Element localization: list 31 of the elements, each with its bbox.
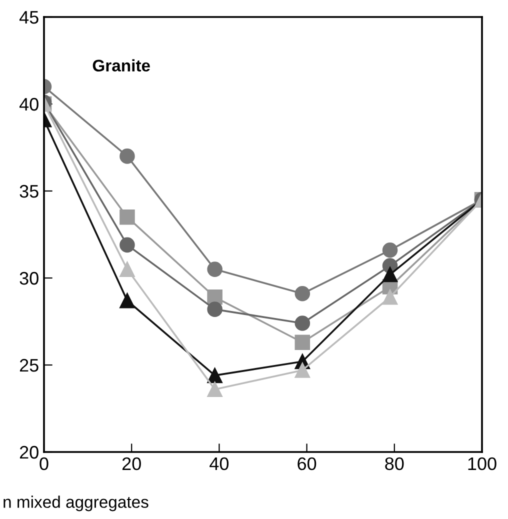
y-tick-label: 40 [19,98,38,111]
point [207,290,222,305]
x-tick-label: 40 [210,457,229,470]
point [382,242,398,258]
y-tick-label: 35 [20,184,38,198]
point [294,286,310,302]
point [120,237,135,253]
x-tick-label: 80 [385,457,404,470]
point [207,382,222,397]
x-tick-label: 100 [468,457,496,470]
point [294,316,310,331]
point [294,334,310,350]
x-tick-label: 0 [40,457,48,470]
point [120,262,135,277]
y-tick-label: 20 [20,446,38,459]
annotation: Granite [92,59,150,72]
point [120,209,135,225]
point [382,290,398,305]
x-axis-title: n mixed aggregates [4,496,148,512]
y-tick-label: 30 [20,272,38,285]
x-tick-label: 60 [298,457,316,470]
point [207,262,222,277]
point [382,266,398,282]
y-tick-label: 25 [20,358,38,372]
point [207,368,222,384]
point [207,302,222,317]
point [120,148,135,164]
point [120,292,135,308]
y-tick-label: 45 [19,11,38,24]
x-tick-label: 20 [122,457,141,470]
point [294,362,310,378]
